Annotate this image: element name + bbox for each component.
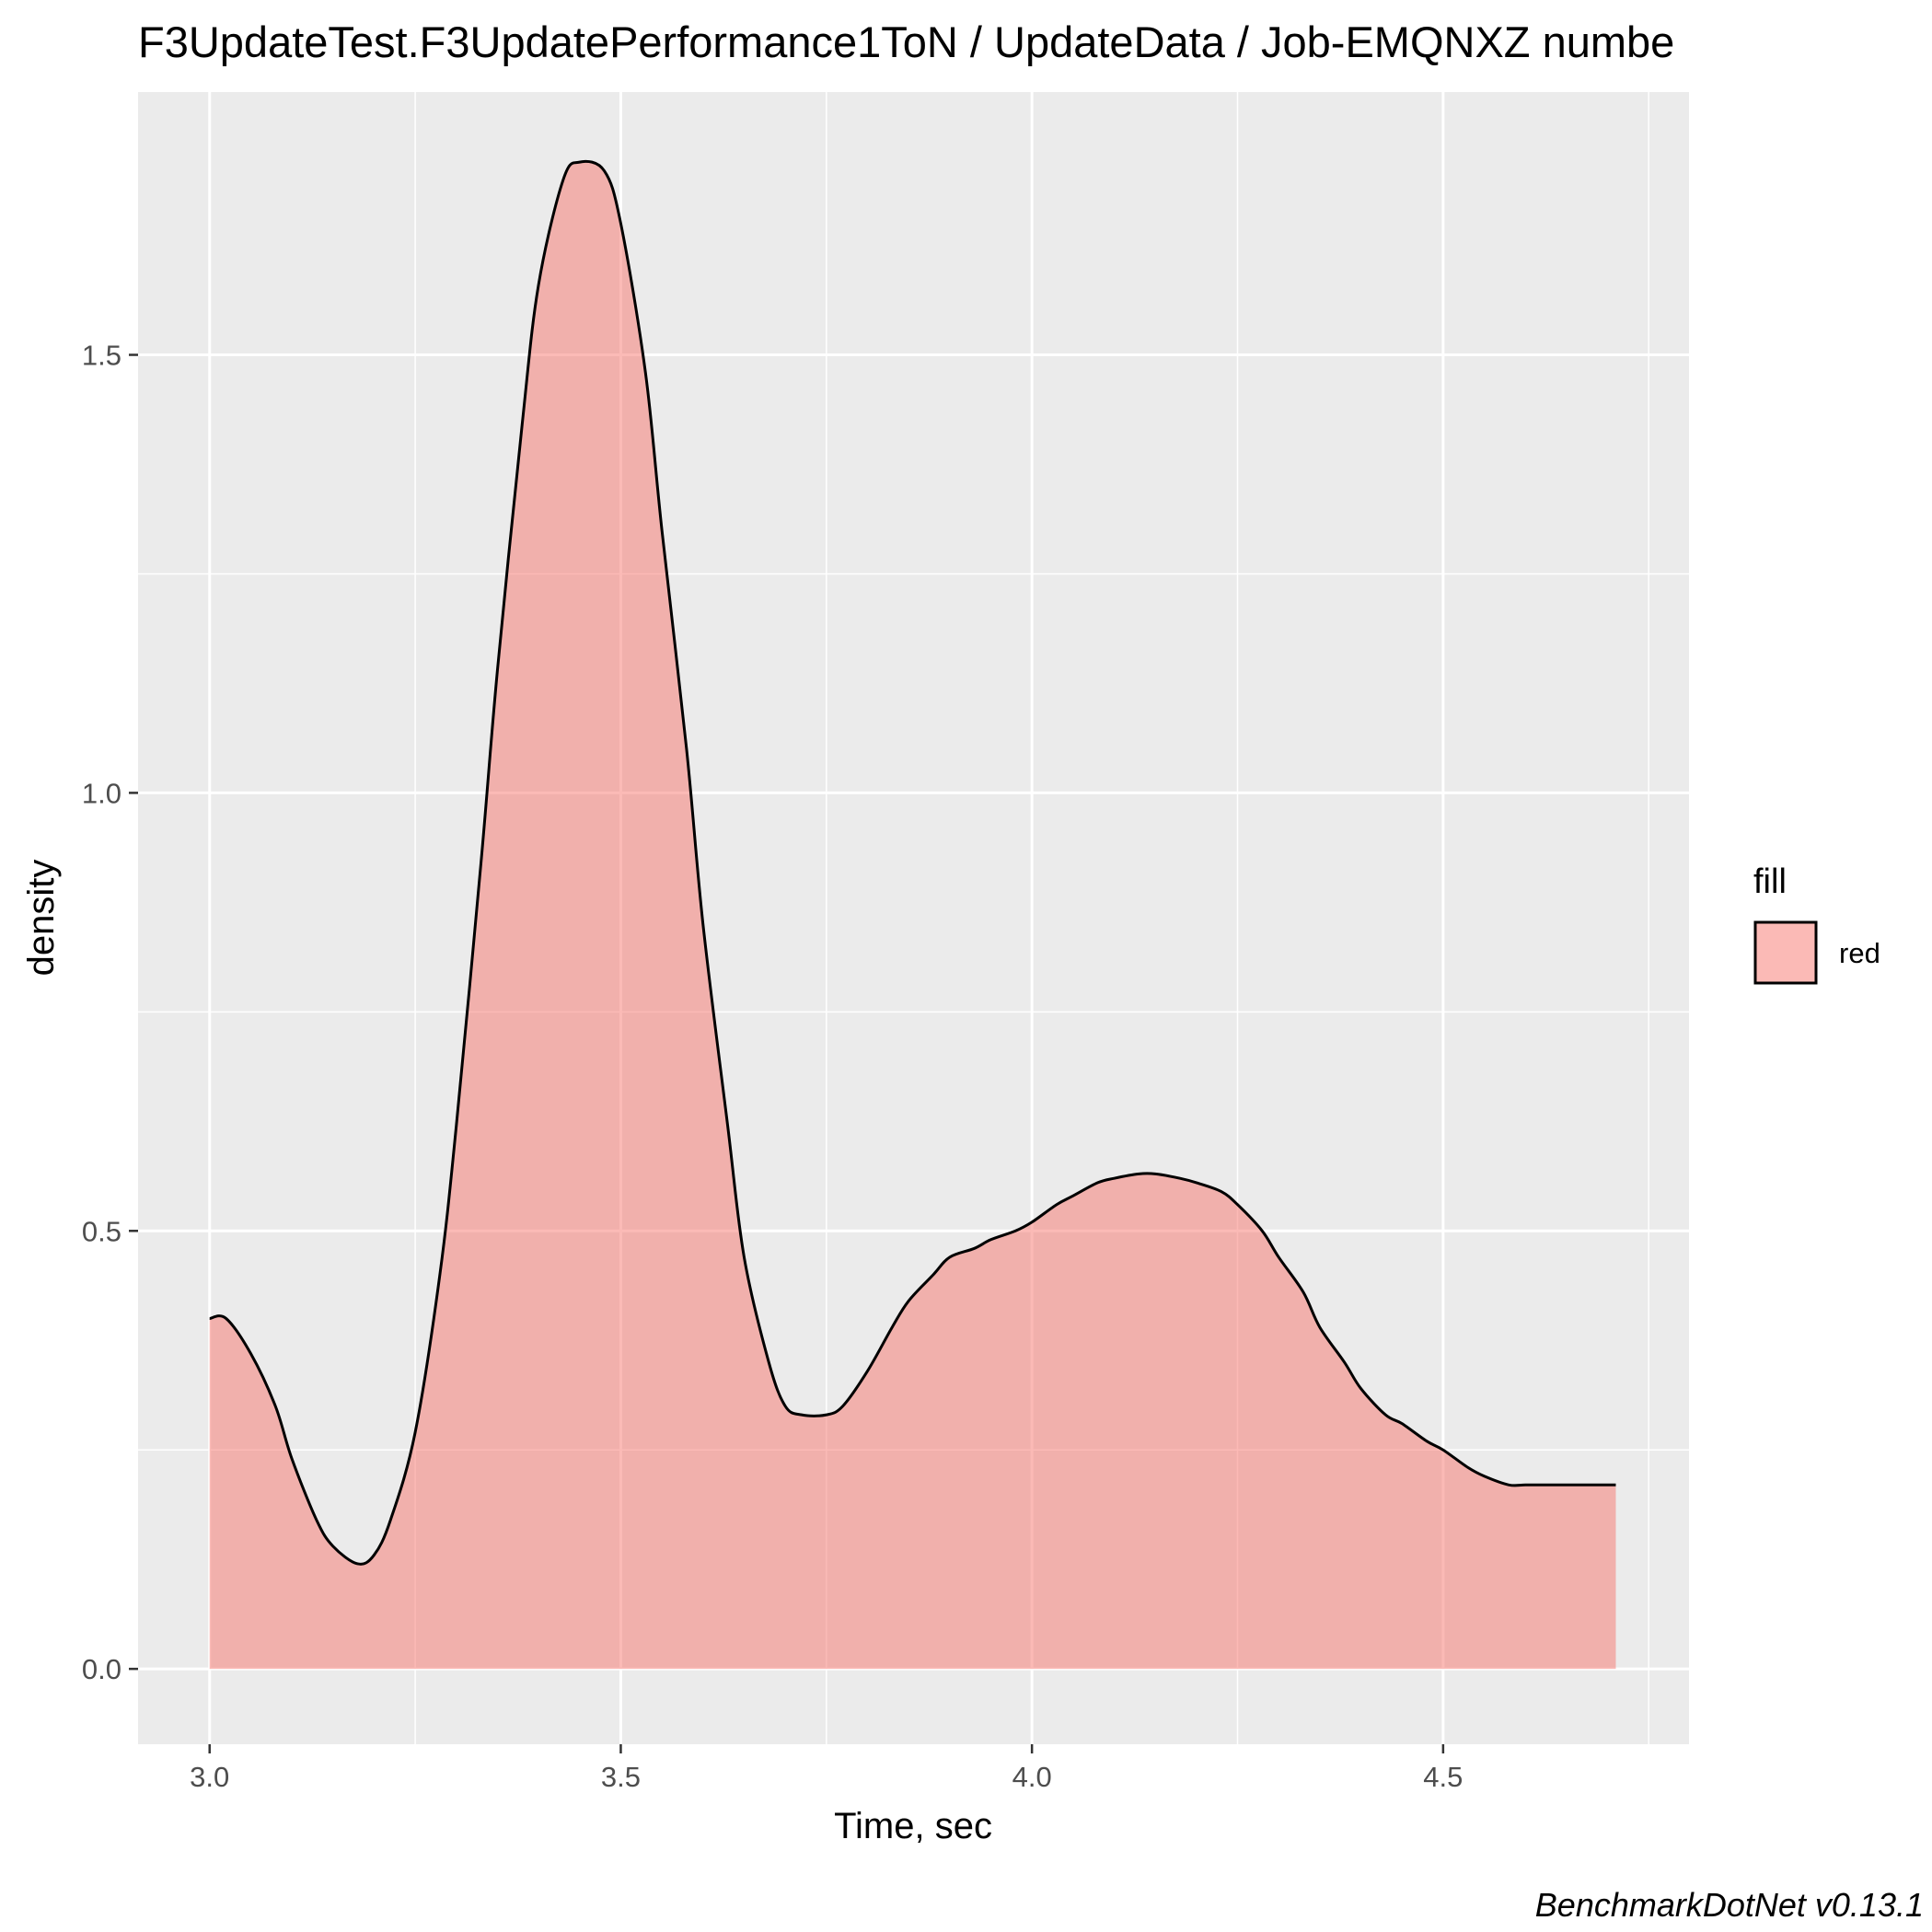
x-tick-label: 4.0 [1012, 1761, 1052, 1793]
density-area [209, 161, 1616, 1670]
x-tick-label: 3.0 [190, 1761, 229, 1793]
legend-label-red: red [1839, 937, 1880, 969]
y-tick-label: 1.5 [82, 340, 121, 372]
legend-key-red [1753, 920, 1818, 985]
legend-title: fill [1753, 862, 1787, 901]
legend: fill red [1753, 862, 1880, 985]
y-axis: 0.0 0.5 1.0 1.5 [82, 340, 138, 1685]
y-tick-label: 0.5 [82, 1215, 121, 1247]
plot-title: F3UpdateTest.F3UpdatePerformance1ToN / U… [138, 17, 1674, 66]
y-tick-label: 0.0 [82, 1653, 121, 1685]
plot-caption: BenchmarkDotNet v0.13.1 [1535, 1886, 1924, 1924]
density-line [209, 159, 1616, 1566]
x-tick-label: 3.5 [601, 1761, 641, 1793]
x-axis-title: Time, sec [834, 1806, 992, 1846]
y-tick-label: 1.0 [82, 777, 121, 809]
x-axis: 3.0 3.5 4.0 4.5 [190, 1744, 1463, 1793]
x-tick-label: 4.5 [1423, 1761, 1463, 1793]
y-axis-title: density [21, 860, 62, 977]
